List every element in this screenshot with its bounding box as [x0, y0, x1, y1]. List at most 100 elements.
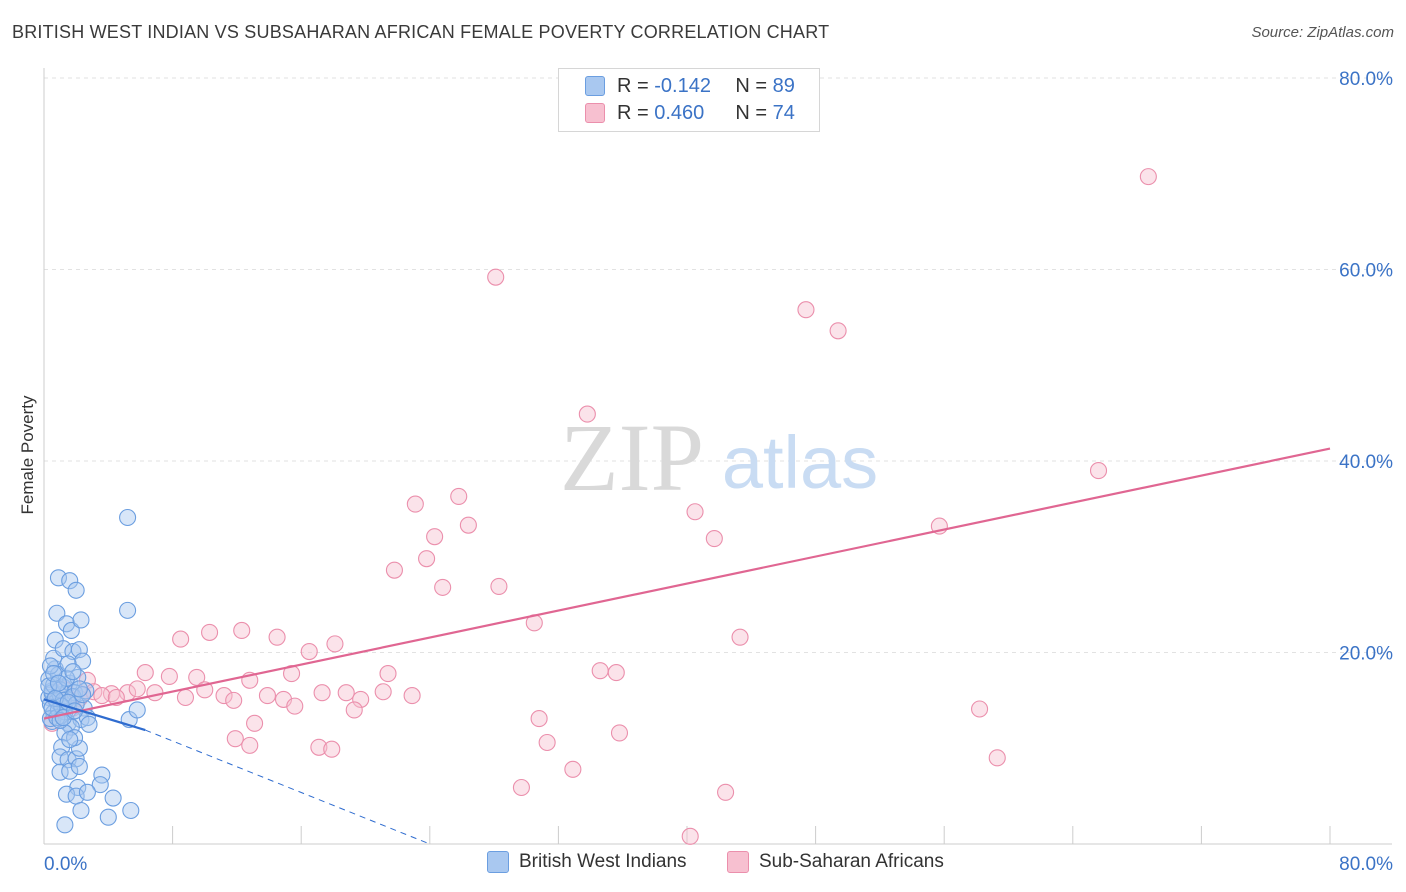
point-sub-saharan-31: [591, 662, 609, 680]
point-sub-saharan-59: [564, 760, 582, 778]
point-sub-saharan-25: [136, 664, 154, 682]
trendline-british-west-indians: [43, 698, 146, 732]
point-british-west-indian-19: [49, 569, 68, 587]
point-sub-saharan-13: [418, 550, 436, 568]
point-sub-saharan-61: [717, 783, 735, 801]
point-british-west-indian-82: [49, 674, 68, 692]
point-sub-saharan-24: [300, 642, 318, 661]
point-sub-saharan-49: [403, 687, 421, 705]
tick-labels: 20.0% 40.0% 60.0% 80.0% 0.0% 80.0%: [44, 69, 1393, 875]
point-british-west-indian-41: [70, 739, 88, 757]
legend-label: Sub-Saharan Africans: [759, 851, 944, 872]
point-sub-saharan-11: [426, 528, 444, 546]
point-british-west-indian-59: [119, 601, 137, 619]
point-british-west-indian-26: [72, 611, 90, 629]
point-sub-saharan-63: [971, 700, 989, 718]
point-sub-saharan-42: [258, 687, 276, 705]
point-sub-saharan-21: [233, 621, 251, 640]
point-sub-saharan-48: [374, 683, 392, 701]
point-sub-saharan-9: [459, 516, 477, 534]
point-sub-saharan-1: [487, 268, 505, 286]
point-british-west-indian-24: [62, 621, 80, 640]
y-tick-label-20: 20.0%: [1339, 644, 1393, 665]
axes: [43, 68, 1392, 845]
point-british-west-indian-54: [72, 801, 90, 820]
point-sub-saharan-64: [988, 749, 1006, 767]
point-british-west-indian-70: [57, 669, 76, 687]
point-sub-saharan-41: [225, 691, 243, 709]
point-sub-saharan-16: [490, 577, 508, 595]
legend-item-sub-saharan-africans[interactable]: Sub-Saharan Africans: [727, 851, 944, 873]
point-sub-saharan-50: [345, 701, 363, 719]
point-sub-saharan-3: [829, 322, 847, 340]
trendline-sub-saharan-africans: [43, 447, 1331, 720]
n-label: N =: [735, 101, 768, 124]
r-value: 0.460: [654, 101, 705, 124]
correlation-legend: R = -0.142 N = 89 R = 0.460 N = 74: [558, 68, 820, 132]
point-sub-saharan-44: [286, 697, 304, 715]
point-british-west-indian-85: [70, 680, 88, 698]
point-sub-saharan-52: [226, 730, 244, 748]
point-british-west-indian-18: [48, 604, 66, 622]
point-sub-saharan-73: [128, 680, 146, 698]
points-british-west-indians: [40, 508, 146, 834]
point-sub-saharan-37: [146, 684, 164, 702]
point-sub-saharan-19: [172, 630, 190, 648]
trendlines: [43, 447, 1331, 845]
x-tick-label-min: 0.0%: [44, 854, 87, 875]
point-sub-saharan-51: [246, 714, 264, 732]
point-sub-saharan-0: [1139, 168, 1157, 186]
legend-item-british-west-indians[interactable]: British West Indians: [487, 851, 687, 873]
point-british-west-indian-56: [99, 808, 117, 826]
legend-swatch-blue: [487, 851, 509, 873]
point-british-west-indian-88: [61, 731, 79, 749]
point-sub-saharan-56: [530, 710, 548, 728]
legend-swatch-blue: [585, 76, 605, 96]
n-value: 74: [772, 101, 795, 124]
point-british-west-indian-21: [67, 581, 85, 599]
point-sub-saharan-22: [268, 628, 286, 646]
r-label: R =: [617, 101, 649, 124]
point-british-west-indian-53: [104, 789, 122, 807]
point-sub-saharan-55: [323, 740, 341, 758]
point-british-west-indian-46: [70, 757, 88, 775]
point-sub-saharan-54: [310, 738, 328, 756]
point-sub-saharan-62: [681, 827, 699, 845]
watermark-atlas: atlas: [722, 421, 878, 504]
x-tick-label-max: 80.0%: [1339, 854, 1393, 875]
point-sub-saharan-8: [686, 503, 704, 521]
r-label: R =: [617, 74, 649, 97]
point-sub-saharan-32: [607, 664, 625, 682]
point-british-west-indian-81: [45, 665, 63, 683]
point-sub-saharan-12: [705, 530, 723, 548]
point-sub-saharan-4: [578, 405, 596, 423]
point-british-west-indian-28: [74, 652, 92, 670]
point-british-west-indian-43: [80, 715, 98, 733]
point-sub-saharan-18: [731, 628, 749, 646]
point-sub-saharan-67: [93, 687, 111, 705]
watermark: ZIP atlas: [560, 404, 878, 511]
y-tick-label-60: 60.0%: [1339, 261, 1393, 282]
y-tick-label-40: 40.0%: [1339, 452, 1393, 473]
point-sub-saharan-45: [313, 684, 331, 702]
point-sub-saharan-6: [450, 487, 468, 505]
point-british-west-indian-61: [128, 701, 146, 719]
chart-title: BRITISH WEST INDIAN VS SUBSAHARAN AFRICA…: [12, 22, 830, 42]
legend-row-sub-saharan-africans: R = 0.460 N = 74: [585, 100, 795, 126]
point-british-west-indian-55: [122, 801, 140, 820]
n-label: N =: [735, 74, 768, 97]
point-sub-saharan-2: [797, 301, 815, 319]
point-sub-saharan-53: [241, 736, 259, 754]
point-british-west-indian-52: [78, 783, 96, 801]
r-value: -0.142: [654, 74, 711, 97]
point-sub-saharan-40: [215, 687, 233, 705]
trendline-british-west-indians-extension: [145, 729, 430, 845]
point-sub-saharan-47: [352, 690, 370, 708]
point-sub-saharan-46: [337, 684, 355, 702]
point-sub-saharan-7: [406, 495, 424, 513]
source-credit: Source: ZipAtlas.com: [1251, 24, 1394, 41]
point-british-west-indian-57: [56, 816, 74, 834]
point-sub-saharan-57: [538, 733, 556, 752]
legend-row-british-west-indians: R = -0.142 N = 89: [585, 73, 795, 99]
